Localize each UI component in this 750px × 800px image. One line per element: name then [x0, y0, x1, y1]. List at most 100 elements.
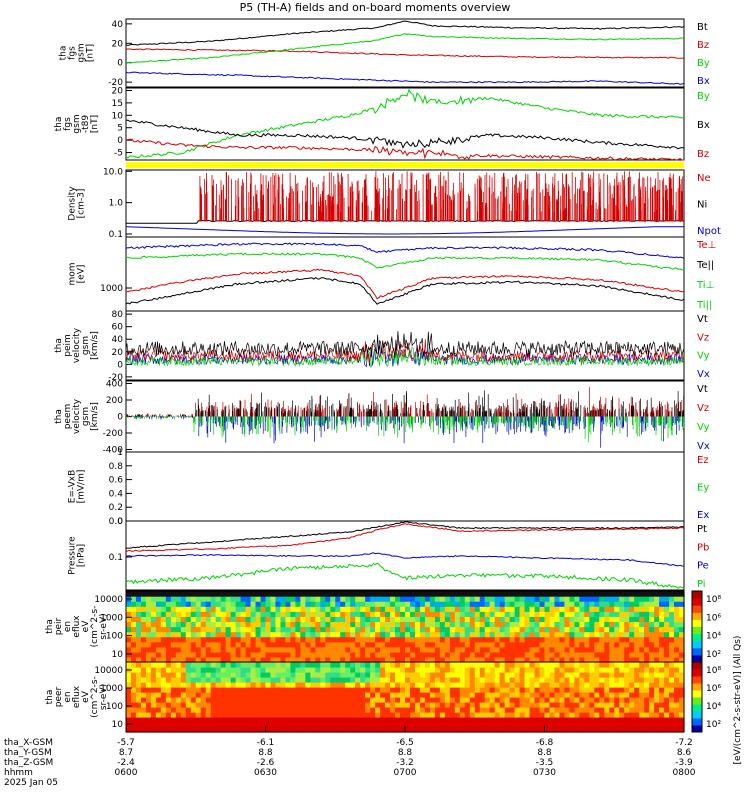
ytick-label-4-0: -20	[108, 373, 123, 383]
panel-frame-3	[125, 236, 685, 312]
ytick-label-6-2: 0.4	[109, 489, 124, 499]
xaxis-value-0-3: -6.8	[536, 738, 554, 748]
xaxis-value-1-1: 8.8	[258, 748, 273, 758]
ytick-label-8-0: 10	[112, 650, 124, 660]
series-1-0	[125, 88, 685, 159]
colorbar-9	[691, 661, 703, 733]
legend-6-2: Ex	[697, 510, 709, 521]
series-7-2	[125, 552, 685, 567]
ytick-label-0-0: -20	[108, 78, 123, 88]
xaxis-value-0-1: -6.1	[257, 738, 275, 748]
colorbar-tick-9-3: 10⁸	[706, 666, 721, 676]
ytick-label-6-3: 0.6	[109, 476, 124, 486]
ytick-label-5-4: 400	[106, 379, 123, 389]
legend-3-2: Ti⊥	[696, 280, 714, 291]
ytick-label-0-2: 20	[112, 39, 124, 49]
xaxis-row-label-0: tha_X-GSM	[4, 738, 53, 748]
legend-5-1: Vz	[697, 403, 709, 414]
legend-2-0: Ne	[697, 173, 711, 184]
series-5-0	[125, 390, 685, 417]
series-0-2	[125, 33, 685, 64]
ytick-label-5-1: -200	[103, 429, 124, 439]
legend-2-2: Npot	[697, 226, 721, 237]
legend-2-1: Ni	[697, 200, 707, 211]
ylabel-9: thapeerenefluxeV(cm^2-s-sr-eV)	[45, 676, 109, 718]
ytick-label-9-0: 10	[112, 720, 124, 730]
panel-frame-4	[125, 310, 685, 381]
xaxis-date: 2025 Jan 05	[4, 778, 58, 788]
xaxis-row-label-3: hhmm	[4, 768, 33, 778]
legend-1-2: Bz	[697, 149, 709, 160]
xaxis-row-label-2: tha_Z-GSM	[4, 758, 53, 768]
ytick-label-6-0: 0	[117, 517, 123, 527]
series-0-3	[125, 71, 685, 85]
legend-7-0: Pt	[697, 524, 707, 535]
legend-5-0: Vt	[697, 384, 708, 395]
series-5-3	[126, 416, 684, 448]
xaxis-value-2-0: -2.4	[117, 758, 135, 768]
ytick-label-7-1: 0.0	[109, 517, 124, 527]
legend-3-1: Te||	[696, 260, 714, 271]
series-3-2	[125, 252, 685, 271]
colorbar-tick-8-2: 10⁶	[706, 613, 721, 623]
ylabel-6: E=-VxB[mV/m]	[68, 470, 87, 504]
xaxis-value-3-0: 0600	[115, 768, 138, 778]
ytick-label-0-1: 0	[117, 59, 123, 69]
ylabel-8: thapeirenefluxeV(cm^2-s-sr-eV)	[45, 606, 109, 648]
ytick-label-4-1: 0	[117, 360, 123, 370]
ytick-label-9-2: 1000	[100, 684, 123, 694]
series-7-1	[125, 523, 685, 552]
ytick-label-8-3: 10000	[94, 595, 123, 605]
legend-1-1: Bx	[697, 120, 710, 131]
ylabel-0: thafgsgsm[nT]	[59, 43, 96, 62]
legend-7-2: Pe	[697, 561, 709, 572]
legend-4-3: Vx	[697, 369, 710, 380]
legend-6-0: Ez	[697, 455, 709, 466]
ytick-label-1-4: 15	[112, 99, 123, 109]
series-1-1	[125, 119, 685, 150]
legend-5-2: Vy	[697, 422, 710, 433]
series-3-1	[125, 276, 685, 305]
series-0-1	[125, 48, 685, 59]
ytick-label-1-2: 5	[117, 124, 123, 134]
series-1-2	[125, 138, 684, 161]
xaxis-value-0-0: -5.7	[117, 738, 135, 748]
ytick-label-4-2: 20	[112, 348, 124, 358]
ylabel-2: Density[cm-3]	[68, 186, 87, 221]
legend-0-1: Bz	[697, 40, 709, 51]
xaxis-value-3-1: 0630	[254, 768, 277, 778]
ytick-label-6-4: 0.8	[109, 462, 124, 472]
legend-3-3: Ti||	[696, 300, 712, 311]
ytick-label-1-0: -5	[114, 149, 123, 159]
colorbar-tick-8-1: 10⁴	[706, 632, 721, 642]
ytick-label-0-3: 40	[112, 20, 124, 30]
ytick-label-7-0: 0.1	[109, 553, 123, 563]
xaxis-value-1-2: 8.8	[398, 748, 413, 758]
ytick-label-2-1: 1.0	[109, 199, 124, 209]
ylabel-5: thapeemvelocitygsm[km/s]	[54, 398, 100, 434]
legend-6-1: Ey	[697, 483, 709, 494]
series-5-2	[126, 416, 685, 443]
ytick-label-1-5: 20	[112, 86, 124, 96]
legend-0-3: Bx	[697, 76, 710, 87]
colorbar-tick-8-0: 10²	[706, 650, 721, 660]
legend-3-0: Te⊥	[696, 240, 716, 251]
ytick-label-9-3: 10000	[94, 666, 123, 676]
series-4-0	[125, 331, 685, 358]
legend-7-3: Pi	[697, 579, 706, 590]
chart-title: P5 (TH-A) fields and on-board moments ov…	[239, 1, 511, 14]
legend-5-3: Vx	[697, 441, 710, 452]
xaxis-value-2-4: -3.9	[675, 758, 693, 768]
ytick-label-5-3: 200	[106, 396, 123, 406]
legend-7-1: Pb	[697, 542, 709, 553]
legend-0-2: By	[697, 58, 710, 69]
quality-bar	[126, 162, 684, 168]
xaxis-value-1-3: 8.8	[537, 748, 552, 758]
xaxis-row-label-1: tha_Y-GSM	[4, 748, 52, 758]
colorbar-tick-9-2: 10⁶	[706, 684, 721, 694]
ytick-label-4-4: 60	[112, 323, 124, 333]
legend-4-2: Vy	[697, 351, 710, 362]
series-4-1	[125, 339, 685, 364]
legend-1-0: By	[697, 91, 710, 102]
